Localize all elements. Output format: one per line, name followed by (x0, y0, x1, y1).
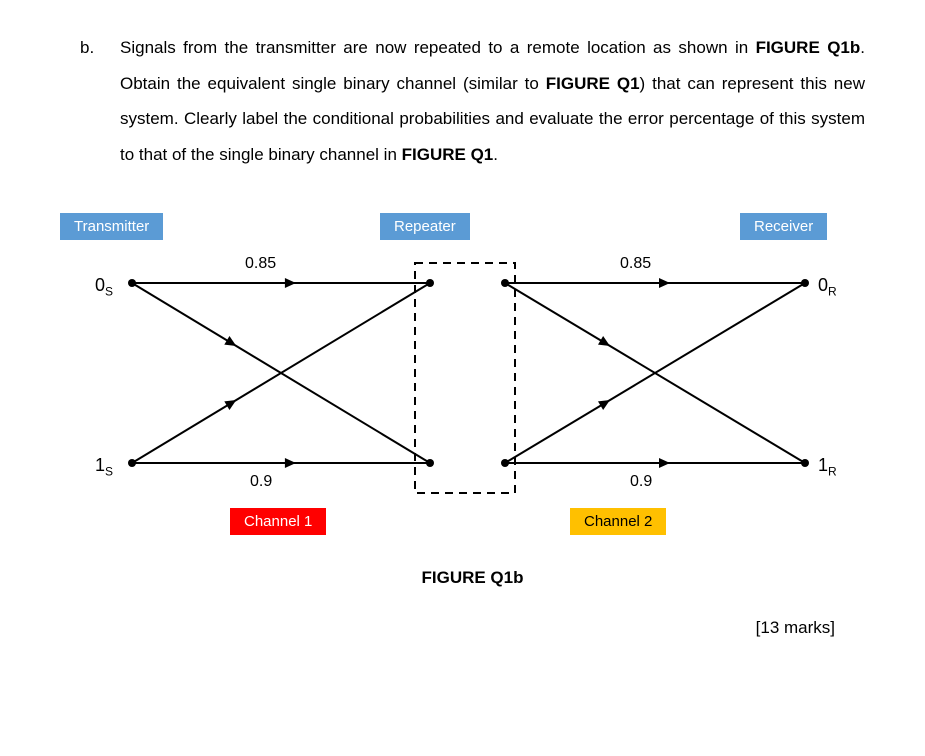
q-part-0: Signals from the transmitter are now rep… (120, 38, 756, 57)
diagram-svg (60, 213, 840, 563)
question-letter: b. (80, 30, 120, 173)
q-part-6: . (493, 145, 498, 164)
q-bold-1: FIGURE Q1b (756, 38, 861, 57)
q-bold-5: FIGURE Q1 (402, 145, 494, 164)
marks-label: [13 marks] (80, 618, 865, 638)
question-text: Signals from the transmitter are now rep… (120, 30, 865, 173)
question-block: b. Signals from the transmitter are now … (80, 30, 865, 173)
figure-caption: FIGURE Q1b (80, 568, 865, 588)
channel-diagram: Transmitter Repeater Receiver Channel 1 … (60, 213, 840, 563)
q-bold-3: FIGURE Q1 (546, 74, 640, 93)
